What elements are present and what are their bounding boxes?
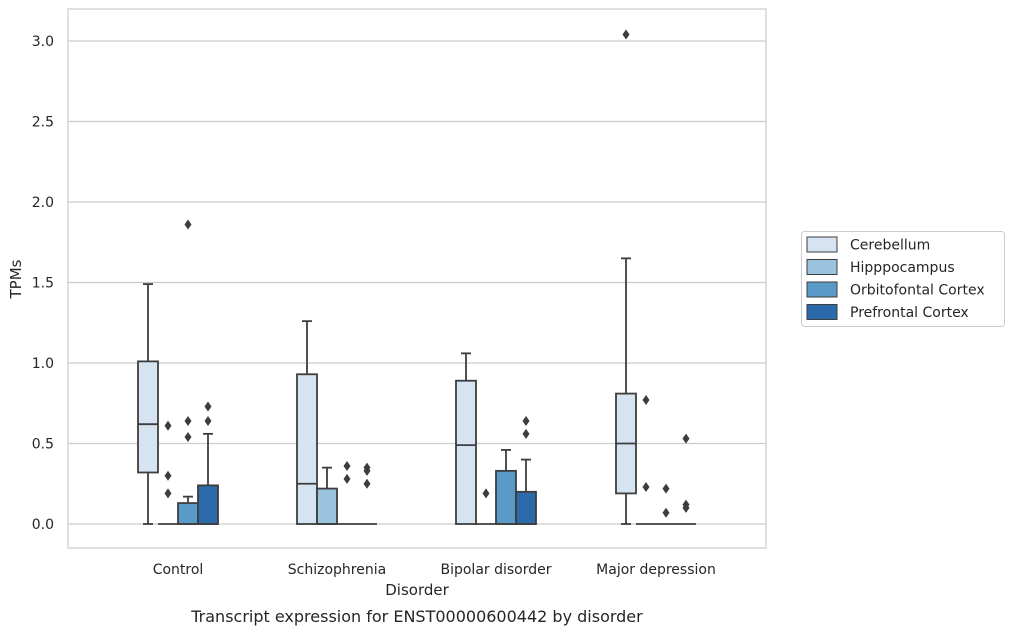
legend-swatch <box>806 281 838 298</box>
legend-label: Hipppocampus <box>850 260 955 276</box>
box <box>455 379 477 525</box>
y-tick-label: 2.0 <box>32 195 54 211</box>
box <box>197 484 219 525</box>
outlier-point <box>642 481 650 492</box>
x-tick-label: Schizophrenia <box>288 562 386 578</box>
outlier-point <box>662 507 670 518</box>
box <box>177 502 199 525</box>
legend-swatch <box>806 259 838 275</box>
outlier-point <box>204 415 212 426</box>
box <box>296 373 318 525</box>
legend-swatch <box>806 236 838 253</box>
legend-swatch <box>806 304 838 320</box>
x-tick-label: Bipolar disorder <box>440 562 551 578</box>
outlier-point <box>363 465 371 476</box>
box-plot <box>296 320 318 525</box>
outlier-point <box>363 478 371 489</box>
box <box>495 469 517 525</box>
box-plot <box>615 29 637 525</box>
outlier-point <box>662 483 670 494</box>
outlier-point <box>522 428 530 439</box>
outlier-point <box>343 473 351 484</box>
box-plot <box>337 461 357 525</box>
box-plot <box>636 395 656 525</box>
plot-frame <box>67 8 767 549</box>
box-plot <box>197 401 219 525</box>
legend-item: Orbitofontal Cortex <box>806 281 985 299</box>
box-plot <box>495 449 517 525</box>
box-plot <box>316 466 338 525</box>
y-tick-label: 0.0 <box>32 517 54 533</box>
outlier-point <box>204 401 212 412</box>
y-tick-label: 3.0 <box>32 34 54 50</box>
y-tick-labels: 0.0 0.5 1.0 1.5 2.0 2.5 3.0 <box>32 34 54 533</box>
legend: Cerebellum Hipppocampus Orbitofontal Corte… <box>801 231 1005 327</box>
box-plot <box>137 283 159 525</box>
outlier-point <box>522 415 530 426</box>
legend-item: Prefrontal Cortex <box>806 304 969 321</box>
y-tick-label: 1.5 <box>32 276 54 292</box>
legend-item: Cerebellum <box>806 236 930 254</box>
outlier-point <box>184 219 192 230</box>
y-tick-label: 1.0 <box>32 356 54 372</box>
legend-item: Hipppocampus <box>806 259 955 276</box>
outlier-point <box>682 433 690 444</box>
box-plot <box>476 488 496 525</box>
outlier-point <box>184 432 192 443</box>
box <box>316 487 338 525</box>
box-plot <box>177 219 199 525</box>
x-tick-label: Control <box>153 562 204 578</box>
outlier-point <box>164 420 172 431</box>
box <box>515 490 537 525</box>
outlier-point <box>482 488 490 499</box>
outlier-point <box>184 415 192 426</box>
legend-label: Prefrontal Cortex <box>850 305 969 321</box>
box <box>137 360 159 474</box>
legend-frame <box>801 231 1005 327</box>
box-plot <box>455 352 477 525</box>
y-tick-label: 2.5 <box>32 115 54 131</box>
outlier-point <box>682 502 690 513</box>
box-plot <box>676 433 696 525</box>
outlier-point <box>343 461 351 472</box>
outlier-point <box>164 488 172 499</box>
outlier-point <box>642 395 650 406</box>
box-plot <box>357 462 377 525</box>
chart-caption: Transcript expression for ENST0000060044… <box>190 607 643 626</box>
box-plot <box>656 483 676 525</box>
x-tick-labels: Control Schizophrenia Bipolar disorder Majo… <box>153 562 716 578</box>
x-tick-label: Major depression <box>596 562 716 578</box>
outlier-point <box>622 29 630 40</box>
box-plot <box>158 420 178 525</box>
x-axis-label: Disorder <box>385 581 449 599</box>
legend-label: Cerebellum <box>850 238 930 254</box>
box-plot <box>515 415 537 525</box>
legend-label: Orbitofontal Cortex <box>850 283 985 299</box>
outlier-point <box>164 470 172 481</box>
y-axis-label: TPMs <box>7 259 25 299</box>
box-groups <box>137 29 696 525</box>
y-tick-label: 0.5 <box>32 437 54 453</box>
gridlines <box>68 40 766 525</box>
